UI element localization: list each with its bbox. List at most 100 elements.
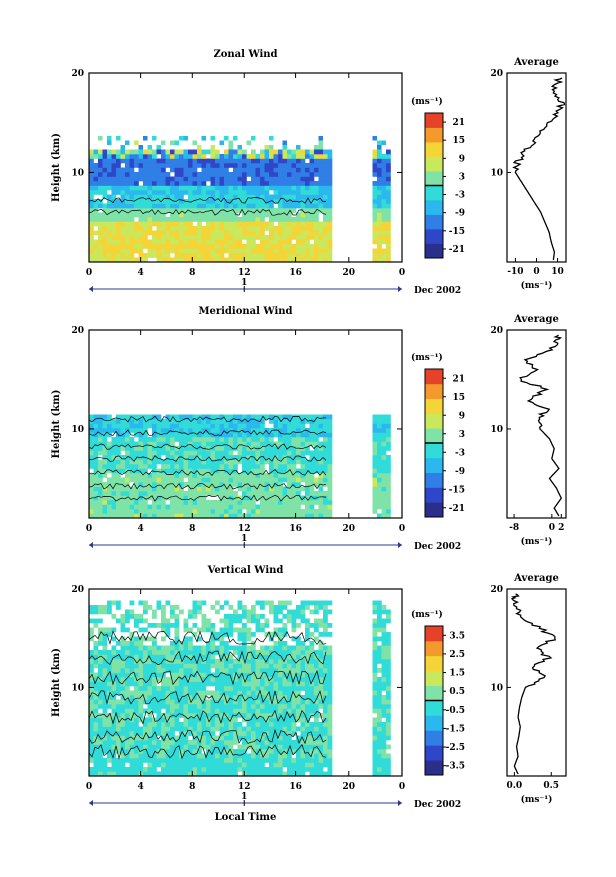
heatmap-cell [93,504,99,510]
heatmap-cell [300,226,306,231]
heatmap-cell [120,677,126,682]
heatmap-cell [386,482,391,487]
heatmap-cell [273,740,279,745]
heatmap-cell [102,771,108,777]
heatmap-cell [120,726,126,732]
heatmap-cell [386,473,391,478]
heatmap-cell [314,663,319,669]
heatmap-cell [269,758,274,763]
heatmap-cell [327,432,333,438]
heatmap-cell [300,459,306,465]
heatmap-cell [98,459,103,465]
heatmap-cell [381,695,387,700]
heatmap-cell [161,699,166,705]
heatmap-cell [165,446,171,451]
heatmap-cell [192,722,198,727]
heatmap-cell [219,713,225,718]
heatmap-cell [264,181,270,186]
heatmap-cell [242,226,247,231]
heatmap-cell [327,695,333,700]
heatmap-cell [260,758,265,763]
heatmap-cell [300,605,306,610]
heatmap-cell [273,208,279,213]
heatmap-cell [134,758,139,763]
heatmap-cell [120,767,126,772]
heatmap-cell [242,695,247,700]
heatmap-cell [291,437,297,442]
heatmap-cell [287,767,292,772]
heatmap-cell [291,500,297,505]
heatmap-cell [381,190,387,195]
heatmap-cell [300,203,306,209]
colorbar-tick-label: -21 [449,504,465,514]
day-axis-arrow-right [398,286,402,292]
heatmap-cell [377,459,382,465]
heatmap-cell [282,753,288,759]
heatmap-cell [161,194,166,200]
heatmap-cell [237,459,243,465]
heatmap-cell [170,513,175,519]
heatmap-cell [156,455,162,460]
heatmap-cell [215,668,220,673]
heatmap-cell [372,762,378,768]
heatmap-cell [323,248,328,254]
heatmap-cell [206,468,211,474]
heatmap-cell [269,176,274,182]
heatmap-cell [161,199,166,204]
heatmap-cell [282,244,288,249]
heatmap-cell [192,257,198,263]
heatmap-cell [287,432,292,438]
heatmap-cell [156,482,162,487]
heatmap-cell [102,722,108,727]
heatmap-cell [102,468,108,474]
heatmap-cell [174,181,180,186]
heatmap-cell [143,432,148,438]
heatmap-cell [372,708,378,714]
heatmap-cell [287,167,292,173]
heatmap-cell [269,217,274,222]
heatmap-cell [192,419,198,424]
heatmap-cell [305,650,310,655]
heatmap-cell [102,455,108,460]
heatmap-cell [273,423,279,429]
heatmap-cell [255,513,261,519]
heatmap-cell [260,668,265,673]
heatmap-cell [102,459,108,465]
heatmap-cell [215,491,220,496]
heatmap-cell [147,690,153,696]
heatmap-cell [179,500,184,505]
heatmap-cell [165,699,171,705]
heatmap-cell [210,441,216,447]
heatmap-cell [206,623,211,628]
heatmap-cell [273,609,279,615]
heatmap-cell [309,244,315,249]
heatmap-cell [269,500,274,505]
heatmap-cell [125,753,130,759]
heatmap-cell [174,163,180,168]
heatmap-cell [201,203,207,209]
heatmap-cell [138,686,144,691]
heatmap-cell [107,455,112,460]
heatmap-cell [206,627,211,633]
heatmap-cell [233,762,238,768]
heatmap-cell [287,695,292,700]
heatmap-cell [242,504,247,510]
heatmap-cell [147,753,153,759]
heatmap-cell [102,217,108,222]
heatmap-cell [206,437,211,442]
heatmap-cell [170,614,175,619]
heatmap-cell [296,609,301,615]
heatmap-cell [251,672,256,678]
colorbar-tick-label: 15 [452,393,465,403]
heatmap-cell [152,668,157,673]
heatmap-cell [318,414,324,420]
heatmap-cell [287,509,292,514]
heatmap-cell [102,659,108,664]
heatmap-cell [269,441,274,447]
heatmap-cell [107,217,112,222]
heatmap-cell [143,253,148,258]
heatmap-cell [323,645,328,651]
heatmap-cell [143,767,148,772]
heatmap-cell [255,450,261,456]
heatmap-cell [215,172,220,177]
